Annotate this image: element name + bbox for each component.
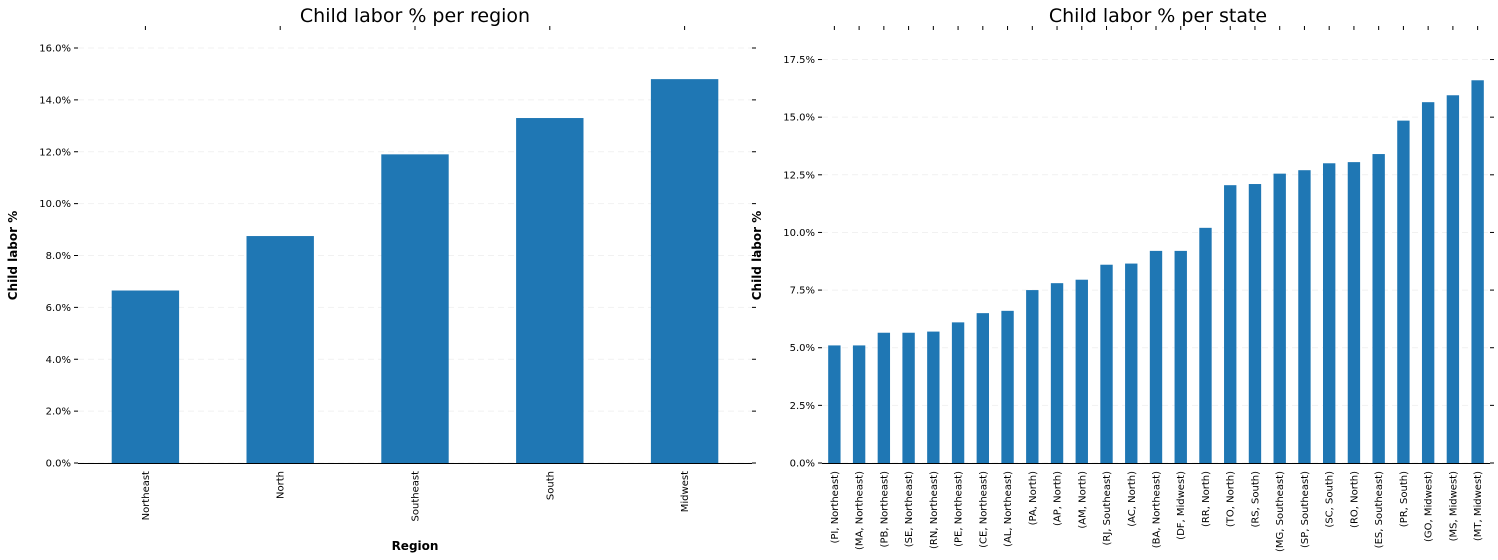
y-tick-label: 0.0% xyxy=(790,459,815,470)
bar xyxy=(1050,283,1064,463)
x-tick-label: (RJ, Southeast) xyxy=(1102,471,1113,546)
y-tick-label: 12.0% xyxy=(39,147,71,158)
y-tick-label: 10.0% xyxy=(783,228,815,239)
bar xyxy=(650,79,719,463)
bar xyxy=(1174,250,1187,463)
y-tick-label: 0.0% xyxy=(46,459,71,470)
x-tick-label: (PA, North) xyxy=(1028,471,1039,525)
y-tick-label: 5.0% xyxy=(790,343,815,354)
bar xyxy=(927,331,940,463)
bar xyxy=(1125,263,1138,463)
bar xyxy=(1149,250,1163,463)
x-tick-label: (PE, Northeast) xyxy=(954,471,965,547)
bar xyxy=(1347,162,1361,463)
bar xyxy=(1298,170,1311,463)
x-tick-label: (SE, Northeast) xyxy=(904,471,915,547)
y-tick-label: 8.0% xyxy=(46,251,71,262)
chart-title: Child labor % per state xyxy=(1049,5,1267,27)
y-tick-label: 2.0% xyxy=(46,407,71,418)
bar xyxy=(1248,184,1262,463)
x-tick-label: (AL, Northeast) xyxy=(1003,471,1014,547)
x-tick-label: (GO, Midwest) xyxy=(1424,471,1435,542)
bar xyxy=(1001,310,1014,463)
x-axis-label: Region xyxy=(392,539,439,553)
x-tick-label: (RO, North) xyxy=(1349,471,1360,528)
x-tick-label: (AM, North) xyxy=(1077,471,1088,529)
x-tick-label: (MG, Southeast) xyxy=(1275,471,1286,552)
y-tick-label: 2.5% xyxy=(790,401,815,412)
y-tick-label: 10.0% xyxy=(39,199,71,210)
x-tick-label: (TO, North) xyxy=(1226,471,1237,527)
x-tick-label: (SP, Southeast) xyxy=(1300,471,1311,548)
x-tick-label: Southeast xyxy=(411,471,422,522)
bar xyxy=(1323,163,1336,463)
bar xyxy=(1075,279,1088,463)
y-tick-label: 14.0% xyxy=(39,95,71,106)
x-tick-label: (MA, Northeast) xyxy=(855,471,866,550)
x-tick-label: (RS, South) xyxy=(1250,471,1261,528)
bar xyxy=(951,322,965,463)
bar xyxy=(1397,120,1410,463)
x-tick-label: (PI, Northeast) xyxy=(830,471,841,544)
x-tick-label: (PR, South) xyxy=(1399,471,1410,527)
bar xyxy=(1471,80,1484,464)
y-axis-label: Child labor % xyxy=(750,211,764,301)
x-tick-label: (MT, Midwest) xyxy=(1473,471,1484,541)
bar xyxy=(976,313,989,463)
x-tick-label: (SC, South) xyxy=(1325,471,1336,528)
bar xyxy=(1446,95,1460,463)
x-tick-label: (DF, Midwest) xyxy=(1176,471,1187,540)
x-tick-label: South xyxy=(545,471,556,500)
bar xyxy=(1199,227,1212,463)
x-tick-label: (PB, Northeast) xyxy=(879,471,890,548)
x-tick-label: (ES, Southeast) xyxy=(1374,471,1385,548)
bar xyxy=(246,236,314,463)
bar xyxy=(381,154,449,463)
bar xyxy=(902,332,915,463)
x-tick-label: (AC, North) xyxy=(1127,471,1138,527)
y-tick-label: 4.0% xyxy=(46,355,71,366)
y-tick-label: 15.0% xyxy=(783,113,815,124)
y-tick-label: 6.0% xyxy=(46,303,71,314)
y-tick-label: 16.0% xyxy=(39,44,71,55)
y-tick-label: 12.5% xyxy=(783,170,815,181)
bar xyxy=(1273,173,1286,463)
x-tick-label: (CE, Northeast) xyxy=(978,471,989,548)
y-axis-label: Child labor % xyxy=(6,211,20,301)
bar xyxy=(1421,102,1435,464)
y-tick-label: 7.5% xyxy=(790,286,815,297)
bar xyxy=(828,345,841,463)
bar xyxy=(1224,185,1237,464)
y-tick-label: 17.5% xyxy=(783,55,815,66)
x-tick-label: Northeast xyxy=(141,471,152,520)
bar xyxy=(1026,290,1039,463)
bar xyxy=(516,118,584,463)
x-tick-label: (BA, Northeast) xyxy=(1152,471,1163,548)
bar xyxy=(877,332,891,463)
x-tick-label: Midwest xyxy=(680,471,691,512)
x-tick-label: North xyxy=(276,471,287,499)
x-tick-label: (RR, North) xyxy=(1201,471,1212,527)
bar xyxy=(111,290,180,463)
x-tick-label: (AP, North) xyxy=(1053,471,1064,526)
bar xyxy=(1372,154,1385,464)
bar xyxy=(852,345,866,463)
x-tick-label: (MS, Midwest) xyxy=(1448,471,1459,541)
bar xyxy=(1100,264,1113,463)
region-chart: Child labor % per region 0.0% 2.0% 4.0% 6.0%… xyxy=(6,5,756,553)
x-tick-label: (RN, Northeast) xyxy=(929,471,940,549)
chart-title: Child labor % per region xyxy=(300,5,530,27)
state-chart: Child labor % per state 0.0% 2.5% 5.0% 7.5% 1… xyxy=(750,5,1494,552)
